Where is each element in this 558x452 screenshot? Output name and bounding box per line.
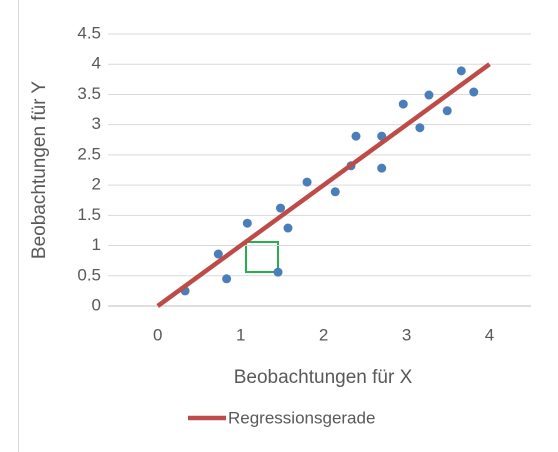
y-axis-title: Beobachtungen für Y — [29, 81, 50, 260]
x-tick-label: 0 — [153, 325, 162, 344]
point — [442, 106, 452, 116]
x-tick-label: 2 — [319, 325, 328, 344]
point — [213, 249, 223, 259]
x-axis-title: Beobachtungen für X — [234, 367, 413, 388]
x-tick-label: 4 — [485, 325, 494, 344]
legend-label: Regressionsgerade — [228, 408, 375, 427]
point — [273, 267, 283, 277]
point — [276, 203, 286, 213]
point — [330, 187, 340, 197]
point — [351, 131, 361, 141]
point — [242, 218, 252, 228]
y-tick-label: 0 — [92, 295, 101, 314]
point — [424, 90, 434, 100]
y-tick-label: 1.5 — [77, 205, 101, 224]
y-tick-label: 2 — [92, 175, 101, 194]
x-tick-label: 3 — [402, 325, 411, 344]
y-tick-label: 3.5 — [77, 84, 101, 103]
point — [302, 177, 312, 187]
point — [469, 87, 479, 97]
point — [377, 163, 387, 173]
point — [456, 66, 466, 76]
highlight-box — [245, 241, 279, 273]
y-tick-label: 2.5 — [77, 144, 101, 163]
point — [222, 274, 232, 284]
y-tick-label: 0.5 — [77, 265, 101, 284]
y-tick-label: 3 — [92, 114, 101, 133]
chart-border — [18, 0, 19, 452]
point — [398, 99, 408, 109]
point — [415, 123, 425, 133]
y-tick-label: 1 — [92, 235, 101, 254]
y-tick-label: 4.5 — [77, 23, 101, 42]
y-tick-label: 4 — [92, 54, 101, 73]
point — [283, 223, 293, 233]
regression-line — [156, 62, 491, 308]
x-tick-label: 1 — [236, 325, 245, 344]
